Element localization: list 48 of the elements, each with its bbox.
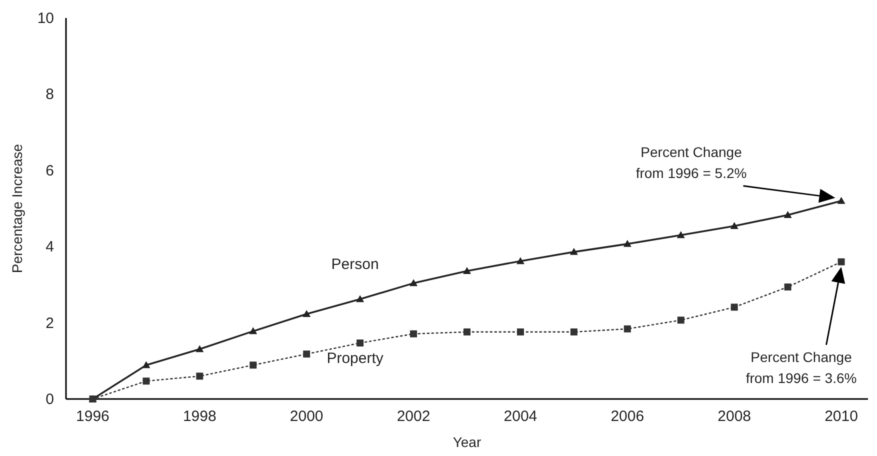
y-tick-label: 8	[46, 86, 54, 104]
point	[250, 362, 257, 369]
point	[303, 350, 310, 358]
y-tick-label: 10	[37, 10, 54, 27]
point	[570, 248, 578, 255]
y-tick-label: 6	[46, 162, 54, 180]
point	[302, 310, 311, 318]
point	[196, 345, 204, 352]
point	[730, 222, 738, 230]
y-tick-label: 0	[46, 391, 54, 408]
point	[837, 196, 846, 204]
x-tick-label: 1996	[76, 408, 110, 425]
point	[677, 316, 684, 324]
x-tick-label: 2002	[396, 408, 430, 425]
x-axis-title: Year	[452, 434, 482, 450]
point	[516, 257, 524, 264]
point	[838, 258, 845, 266]
x-tick-label: 2008	[718, 408, 752, 425]
point	[410, 330, 418, 338]
y-tick-label: 4	[46, 238, 54, 256]
point	[516, 328, 524, 336]
point	[356, 339, 364, 346]
point	[624, 325, 631, 332]
x-tick-label: 2006	[610, 408, 644, 425]
annotation: Percent Change from 1996 = 3.6%	[746, 348, 857, 386]
point	[730, 304, 738, 311]
point	[249, 327, 258, 334]
y-tick-label: 2	[46, 314, 54, 332]
point	[464, 328, 470, 336]
annotation: Percent Change from 1996 = 5.2%	[636, 144, 747, 181]
point	[463, 266, 471, 274]
point	[623, 240, 632, 247]
point	[784, 283, 792, 290]
series-label: Property	[326, 350, 384, 367]
point	[356, 295, 364, 302]
point	[142, 361, 150, 368]
point	[142, 378, 150, 385]
x-tick-label: 2010	[824, 408, 858, 425]
x-tick-label: 1998	[182, 408, 216, 425]
x-tick-label: 2000	[290, 408, 324, 425]
point	[570, 328, 578, 336]
point	[410, 279, 418, 286]
point	[676, 231, 685, 238]
y-axis-title: Percentage Increase	[9, 144, 25, 274]
point	[784, 210, 792, 218]
point	[196, 372, 204, 380]
x-tick-label: 2004	[504, 408, 538, 425]
series-label: Person	[331, 256, 379, 274]
